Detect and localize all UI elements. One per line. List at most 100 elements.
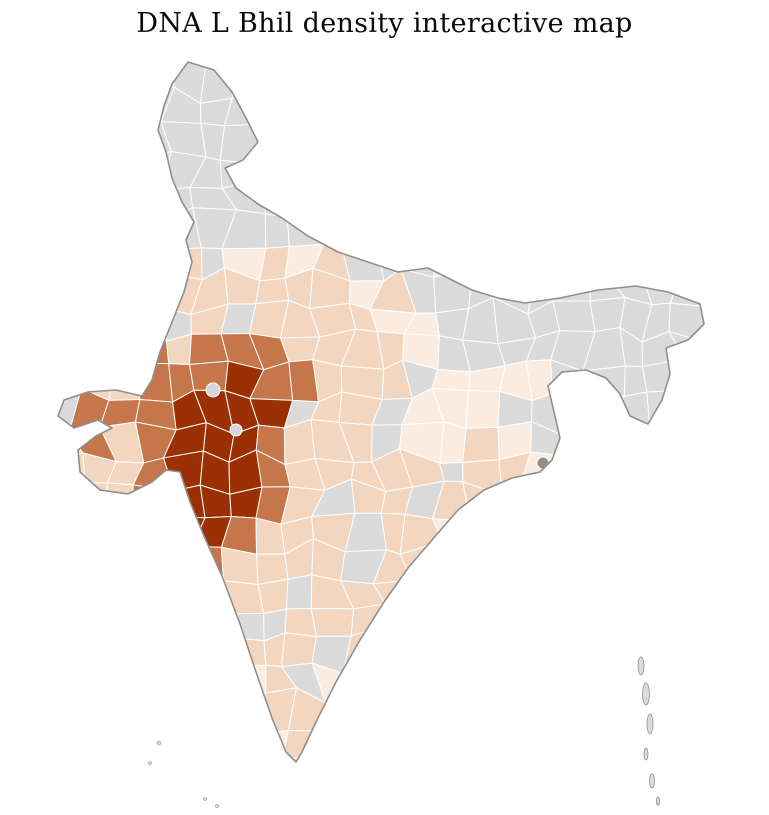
district-cell[interactable] (553, 236, 593, 279)
district-cell[interactable] (371, 176, 415, 223)
district-cell[interactable] (264, 177, 288, 218)
district-cell[interactable] (700, 269, 734, 308)
district-cell[interactable] (499, 485, 537, 517)
district-cell[interactable] (458, 549, 499, 580)
district-cell[interactable] (70, 152, 111, 195)
district-cell[interactable] (670, 566, 712, 600)
district-cell[interactable] (468, 118, 503, 153)
district-cell[interactable] (40, 567, 86, 600)
district-cell[interactable] (163, 484, 206, 519)
district-cell[interactable] (342, 151, 382, 196)
district-cell[interactable] (523, 627, 567, 672)
district-cell[interactable] (584, 482, 620, 521)
island[interactable] (642, 682, 650, 706)
district-cell[interactable] (132, 515, 165, 550)
district-cell[interactable] (519, 96, 561, 129)
district-cell[interactable] (584, 549, 619, 575)
district-cell[interactable] (201, 573, 225, 615)
district-cell[interactable] (706, 299, 747, 343)
district-cell[interactable] (99, 607, 134, 644)
district-cell[interactable] (40, 597, 87, 638)
district-cell[interactable] (610, 732, 657, 764)
district-cell[interactable] (464, 510, 501, 554)
district-cell[interactable] (461, 657, 505, 703)
district-cell[interactable] (77, 724, 117, 765)
district-cell[interactable] (618, 452, 655, 484)
district-cell[interactable] (188, 630, 228, 667)
island[interactable] (643, 747, 649, 761)
district-cell[interactable] (99, 630, 134, 674)
district-cell[interactable] (12, 148, 47, 191)
district-cell[interactable] (412, 99, 434, 127)
district-cell[interactable] (520, 117, 561, 163)
district-cell[interactable] (101, 686, 145, 726)
district-cell[interactable] (105, 118, 136, 164)
district-cell[interactable] (581, 151, 619, 195)
district-cell[interactable] (519, 178, 559, 226)
district-cell[interactable] (491, 39, 529, 71)
island[interactable] (156, 740, 162, 746)
district-cell[interactable] (410, 567, 443, 610)
district-cell[interactable] (465, 390, 501, 429)
district-cell[interactable] (371, 154, 410, 196)
district-cell[interactable] (435, 567, 467, 610)
district-cell[interactable] (431, 368, 471, 392)
district-cell[interactable] (494, 150, 536, 185)
district-cell[interactable] (102, 216, 148, 251)
district-cell[interactable] (283, 418, 316, 466)
district-cell[interactable] (285, 574, 313, 610)
district-cell[interactable] (132, 567, 172, 610)
district-cell[interactable] (712, 597, 745, 639)
district-cell[interactable] (46, 332, 80, 376)
district-patch-dark[interactable] (536, 456, 550, 470)
district-cell[interactable] (74, 510, 106, 556)
district-cell[interactable] (493, 206, 537, 247)
district-cell[interactable] (342, 214, 377, 252)
district-cell[interactable] (47, 297, 80, 344)
district-cell[interactable] (499, 93, 522, 127)
district-cell[interactable] (372, 728, 409, 761)
district-cell[interactable] (408, 176, 447, 223)
district-cell[interactable] (107, 89, 140, 123)
island[interactable] (656, 796, 660, 806)
district-cell[interactable] (21, 455, 46, 486)
district-cell[interactable] (670, 596, 713, 640)
district-cell[interactable] (428, 89, 470, 121)
district-cell[interactable] (15, 729, 41, 754)
district-cell[interactable] (714, 695, 744, 728)
district-cell[interactable] (289, 99, 319, 136)
district-cell[interactable] (712, 60, 737, 103)
district-cell[interactable] (640, 36, 677, 75)
district-cell[interactable] (311, 181, 357, 225)
district-cell[interactable] (551, 387, 595, 436)
district-cell[interactable] (289, 119, 319, 161)
district-cell[interactable] (670, 121, 715, 165)
district-cell[interactable] (428, 118, 474, 156)
district-cell[interactable] (553, 659, 589, 697)
district-cell[interactable] (128, 187, 176, 218)
district-cell[interactable] (76, 342, 117, 367)
island[interactable] (148, 761, 152, 765)
district-cell[interactable] (709, 658, 737, 702)
district-cell[interactable] (489, 697, 535, 731)
district-cell[interactable] (585, 659, 624, 703)
district-cell[interactable] (129, 627, 177, 674)
district-cell[interactable] (228, 763, 263, 786)
district-cell[interactable] (558, 571, 595, 611)
district-cell[interactable] (462, 245, 495, 285)
district-cell[interactable] (412, 63, 434, 105)
district-cell[interactable] (614, 597, 658, 641)
district-cell[interactable] (587, 631, 626, 669)
district-cell[interactable] (399, 717, 446, 761)
district-cell[interactable] (709, 632, 746, 662)
district-cell[interactable] (706, 122, 736, 165)
district-cell[interactable] (255, 755, 285, 781)
district-cell[interactable] (39, 727, 80, 755)
district-cell[interactable] (712, 87, 737, 126)
district-cell[interactable] (16, 598, 46, 635)
district-cell[interactable] (231, 63, 265, 99)
district-cell[interactable] (52, 237, 81, 283)
district-cell[interactable] (75, 566, 115, 615)
district-cell[interactable] (552, 275, 592, 302)
district-cell[interactable] (519, 747, 556, 794)
